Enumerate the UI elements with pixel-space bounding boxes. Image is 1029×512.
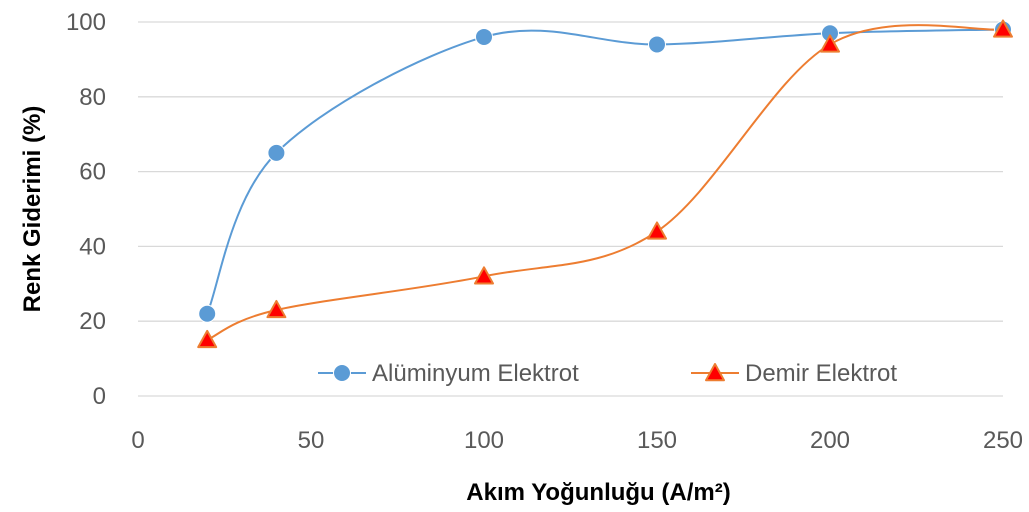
series-line-1 <box>207 25 1003 340</box>
data-point-1-0 <box>198 331 216 347</box>
y-tick-label: 20 <box>79 308 106 335</box>
y-tick-label: 0 <box>93 383 106 410</box>
y-tick-labels: 0 20 40 60 80 100 <box>66 9 106 410</box>
legend-label: Alüminyum Elektrot <box>372 360 579 387</box>
gridlines <box>138 22 1003 396</box>
legend-marker <box>334 365 351 382</box>
x-axis-title: Akım Yoğunluğu (A/m²) <box>466 479 730 506</box>
y-tick-label: 100 <box>66 9 106 36</box>
y-axis-title: Renk Giderimi (%) <box>19 106 46 313</box>
series-group <box>198 20 1012 347</box>
legend: Alüminyum Elektrot Demir Elektrot <box>318 360 897 387</box>
x-tick-label: 150 <box>637 427 677 454</box>
y-tick-label: 40 <box>79 233 106 260</box>
legend-label: Demir Elektrot <box>745 360 897 387</box>
x-tick-label: 50 <box>298 427 325 454</box>
x-tick-label: 250 <box>983 427 1023 454</box>
data-point-0-0 <box>199 305 216 322</box>
y-tick-label: 80 <box>79 84 106 111</box>
data-point-0-1 <box>268 144 285 161</box>
data-point-1-3 <box>648 222 666 238</box>
x-tick-label: 200 <box>810 427 850 454</box>
x-tick-label: 0 <box>131 427 144 454</box>
x-tick-label: 100 <box>464 427 504 454</box>
data-point-0-2 <box>476 28 493 45</box>
y-tick-label: 60 <box>79 159 106 186</box>
data-point-0-3 <box>649 36 666 53</box>
x-tick-labels: 0 50 100 150 200 250 <box>131 427 1023 454</box>
